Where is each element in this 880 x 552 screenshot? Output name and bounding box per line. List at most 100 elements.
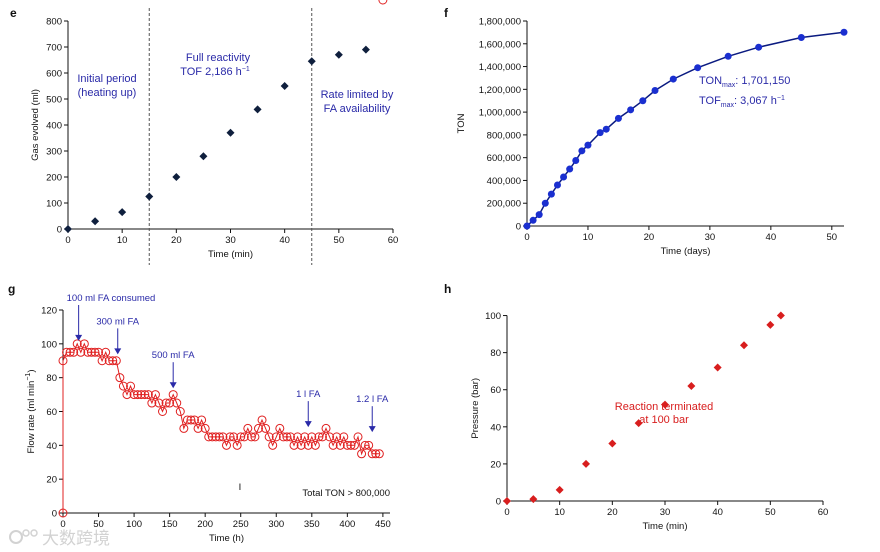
y-tick-label: 600: [46, 69, 62, 80]
annotation-total-ton: Total TON > 800,000: [302, 488, 390, 499]
data-point: [572, 157, 580, 165]
x-tick-label: 10: [554, 507, 565, 518]
data-point: [321, 423, 331, 433]
data-point: [374, 449, 384, 459]
y-tick-label: 100: [41, 339, 57, 350]
x-tick-label: 0: [60, 519, 65, 530]
data-point: [578, 147, 586, 155]
x-tick-label: 100: [126, 519, 142, 530]
y-axis-label: Flow rate (ml min−1): [25, 370, 37, 454]
annotation-rate-limited: Rate limited by: [321, 89, 394, 101]
x-tick-label: 0: [524, 232, 529, 243]
data-point: [222, 440, 231, 450]
data-point: [332, 432, 342, 442]
data-point: [118, 208, 127, 217]
annotation-full-reactivity: Full reactivity: [186, 52, 251, 64]
x-tick-label: 20: [644, 232, 655, 243]
x-tick-label: 0: [504, 507, 509, 518]
x-tick-label: 250: [233, 519, 249, 530]
data-point: [64, 225, 72, 233]
x-axis-label: Time (min): [642, 521, 687, 532]
data-point: [101, 347, 111, 357]
data-point: [614, 114, 622, 122]
data-point: [307, 57, 316, 66]
y-tick-label: 700: [46, 43, 62, 54]
y-tick-label: 600,000: [487, 153, 521, 164]
data-point: [840, 28, 848, 36]
y-tick-label: 20: [46, 475, 57, 486]
data-point: [246, 432, 256, 442]
data-point: [133, 390, 143, 400]
data-point: [364, 440, 374, 450]
y-tick-label: 400,000: [487, 176, 521, 187]
data-point: [190, 415, 200, 425]
x-tick-label: 150: [162, 519, 178, 530]
chart-panel-h: 0 10 20 30 40 50 60 0 20 40 60 80 100 Time (min) Press…: [470, 311, 828, 532]
data-point: [91, 217, 100, 226]
data-point: [360, 440, 370, 450]
data-point: [503, 497, 511, 505]
data-point: [271, 432, 281, 442]
data-point: [147, 398, 157, 408]
data-point: [62, 347, 72, 357]
data-point: [253, 105, 262, 114]
data-point: [200, 423, 210, 433]
data-point: [687, 382, 696, 391]
y-tick-label: 20: [490, 459, 501, 470]
annotation-tof-max: TOFmax: 3,067 h−1: [699, 95, 785, 109]
x-axis-label: Time (min): [208, 249, 253, 260]
data-point: [547, 190, 555, 198]
data-point: [172, 173, 181, 181]
y-tick-label: 800,000: [487, 130, 521, 141]
data-point: [145, 192, 154, 201]
data-point: [232, 440, 242, 450]
y-tick-label: 100: [485, 311, 501, 322]
x-tick-label: 40: [766, 232, 777, 243]
data-point: [766, 320, 775, 329]
data-point: [755, 43, 763, 51]
data-point: [303, 440, 313, 450]
data-point: [182, 415, 192, 425]
data-point: [250, 432, 260, 442]
data-point: [608, 439, 617, 448]
x-tick-label: 450: [375, 519, 391, 530]
data-point: [143, 390, 153, 400]
annotation-mark: I: [239, 482, 242, 493]
arrow-label: 1.2 l FA: [356, 394, 389, 405]
data-point: [197, 415, 207, 425]
y-tick-label: 1,400,000: [479, 62, 521, 73]
chart-panel-e: 0 10 20 30 40 50 600100200300400500600700800Ti…: [30, 8, 398, 265]
data-point: [108, 356, 118, 366]
x-tick-label: 50: [765, 507, 776, 518]
data-point: [342, 440, 352, 450]
data-point: [225, 432, 235, 442]
data-point: [86, 347, 96, 357]
data-point: [634, 419, 643, 428]
y-tick-label: 40: [46, 441, 57, 452]
data-point: [122, 390, 132, 400]
data-point: [90, 347, 100, 357]
data-point: [278, 432, 288, 442]
data-point: [317, 432, 327, 442]
data-point: [218, 432, 228, 442]
data-point: [661, 400, 669, 409]
x-axis-label: Time (h): [209, 533, 244, 544]
data-point: [328, 440, 338, 450]
data-point: [186, 415, 196, 425]
y-tick-label: 800: [46, 17, 62, 28]
x-tick-label: 50: [827, 232, 838, 243]
annotation-ton-max: TONmax: 1,701,150: [699, 75, 790, 89]
data-point: [334, 50, 343, 59]
x-tick-label: 400: [339, 519, 355, 530]
arrow-label: 300 ml FA: [96, 316, 139, 327]
data-point: [349, 440, 359, 450]
arrow-label: 100 ml FA consumed: [67, 293, 156, 304]
data-point: [83, 347, 93, 357]
data-point: [236, 432, 246, 442]
data-point: [264, 432, 274, 442]
data-point: [314, 432, 324, 442]
data-point: [204, 432, 214, 442]
arrow-head-icon: [169, 382, 177, 389]
annotation-reaction-terminated: Reaction terminated: [615, 401, 713, 413]
